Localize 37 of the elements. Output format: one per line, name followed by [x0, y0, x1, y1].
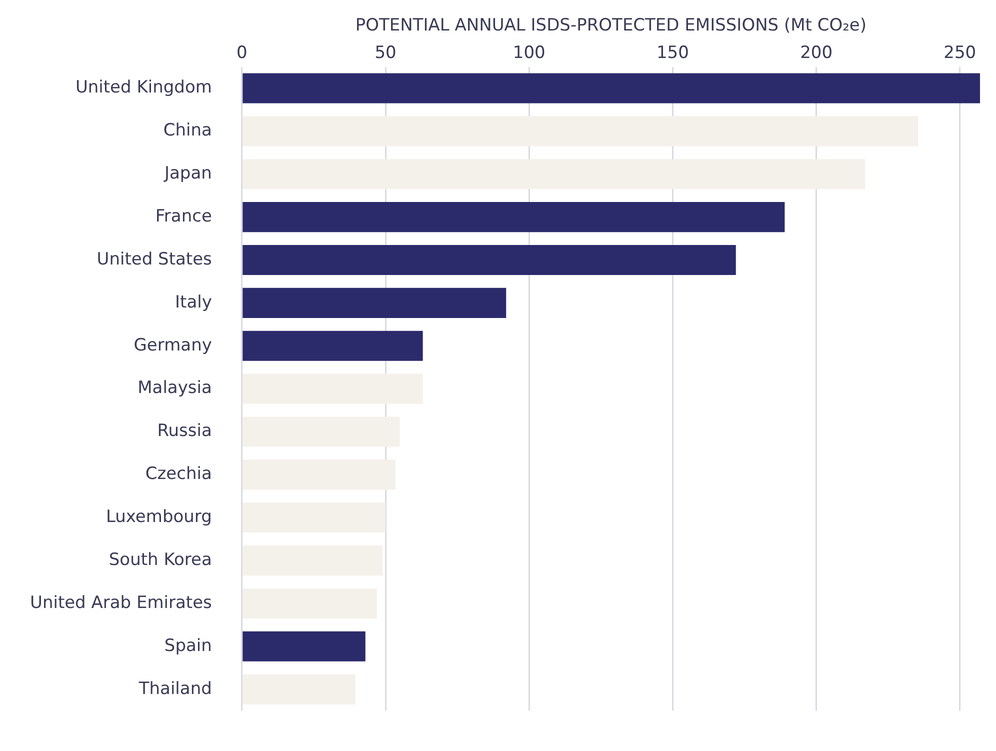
bar	[242, 631, 366, 662]
bar	[242, 546, 383, 576]
y-tick-label: Russia	[157, 421, 212, 442]
y-tick-label: Luxembourg	[106, 507, 212, 528]
bar	[242, 416, 400, 447]
x-tick-label: 250	[944, 43, 976, 64]
bar	[242, 202, 785, 232]
x-tick-label: 150	[656, 43, 689, 64]
y-tick-label: United Kingdom	[75, 78, 212, 98]
y-tick-label: Italy	[175, 292, 212, 312]
y-tick-label: South Korea	[108, 550, 212, 570]
y-tick-label: Malaysia	[138, 378, 212, 398]
y-tick-label: France	[155, 206, 212, 226]
y-tick-label: Japan	[163, 164, 212, 184]
x-tick-label: 50	[374, 43, 396, 64]
x-tick-label: 200	[800, 43, 833, 64]
bar	[242, 73, 980, 104]
bar	[242, 288, 506, 318]
bar	[242, 116, 918, 146]
bar	[242, 330, 423, 361]
y-tick-label: Germany	[134, 335, 212, 356]
y-tick-label: United States	[96, 249, 212, 270]
y-tick-label: China	[163, 120, 212, 141]
bar	[242, 374, 423, 404]
y-tick-label: United Arab Emirates	[30, 592, 212, 613]
bar	[242, 460, 396, 490]
x-axis-title: POTENTIAL ANNUAL ISDS-PROTECTED EMISSIONS (Mt CO₂e)	[355, 16, 867, 36]
bar	[242, 502, 386, 533]
bar	[242, 244, 736, 276]
bar	[242, 674, 356, 704]
bar	[242, 588, 377, 618]
y-tick-label: Thailand	[138, 678, 212, 699]
bar	[242, 159, 866, 190]
y-tick-label: Czechia	[145, 464, 212, 484]
y-tick-label: Spain	[164, 636, 212, 656]
x-tick-label: 0	[236, 43, 248, 64]
x-tick-label: 100	[512, 43, 546, 64]
